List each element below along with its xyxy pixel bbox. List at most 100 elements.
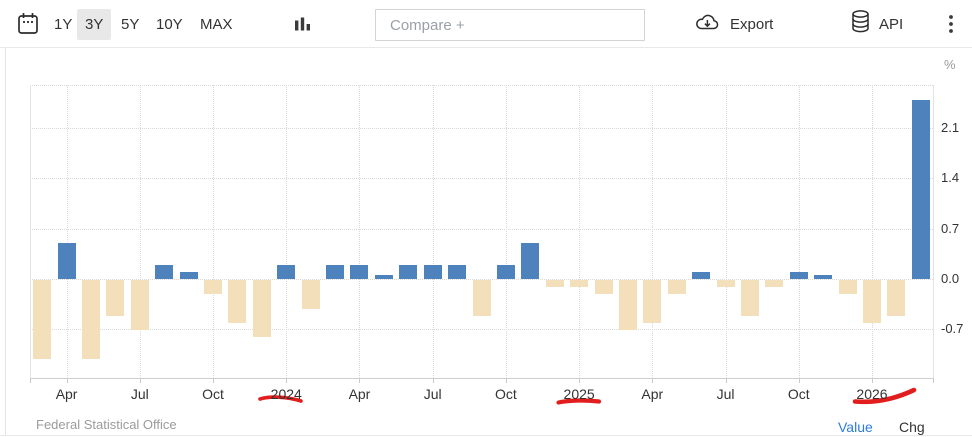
source-attribution: Federal Statistical Office	[36, 417, 177, 432]
v-gridline	[798, 85, 800, 378]
y-axis-tick-label: -0.7	[941, 321, 964, 337]
y-axis-unit-label: %	[944, 57, 956, 72]
x-axis-tick-label: Jul	[716, 386, 735, 402]
x-axis-tick	[579, 378, 581, 383]
data-bar[interactable]	[130, 280, 149, 331]
calendar-icon[interactable]	[17, 0, 39, 48]
chart-area: % Federal Statistical Office Value Chg 2…	[0, 48, 972, 437]
data-bar[interactable]	[496, 264, 515, 279]
range-button-5y[interactable]: 5Y	[113, 9, 147, 40]
x-axis-tick	[66, 378, 68, 383]
data-bar[interactable]	[301, 280, 320, 309]
data-bar[interactable]	[765, 280, 784, 288]
data-bar[interactable]	[618, 280, 637, 331]
panel-bottom-border	[0, 435, 972, 436]
y-axis-tick-label: 0.0	[941, 271, 960, 286]
data-bar[interactable]	[204, 280, 223, 295]
v-gridline	[505, 85, 507, 378]
api-button[interactable]: API	[850, 0, 903, 48]
data-bar[interactable]	[911, 99, 930, 279]
x-axis-tick-label: 2024	[270, 386, 302, 402]
data-bar[interactable]	[33, 280, 52, 359]
h-gridline	[30, 228, 933, 230]
kebab-menu-icon[interactable]	[948, 0, 954, 48]
data-bar[interactable]	[692, 271, 711, 279]
x-axis-tick-label: Oct	[787, 386, 810, 402]
x-axis-tick	[213, 378, 215, 383]
v-gridline	[432, 85, 434, 378]
data-bar[interactable]	[106, 280, 125, 316]
data-bar[interactable]	[399, 264, 418, 279]
data-bar[interactable]	[716, 280, 735, 288]
x-axis-tick	[139, 378, 141, 383]
h-gridline	[30, 279, 933, 280]
y-axis-line-left	[30, 85, 31, 378]
x-axis-tick-label: Jul	[130, 386, 149, 402]
v-gridline	[579, 85, 581, 378]
chg-link[interactable]: Chg	[899, 419, 925, 435]
data-bar[interactable]	[838, 280, 857, 295]
data-bar[interactable]	[423, 264, 442, 279]
data-bar[interactable]	[545, 280, 564, 288]
x-axis-tick	[652, 378, 654, 383]
data-bar[interactable]	[155, 264, 174, 279]
x-axis-tick	[871, 378, 873, 383]
x-axis-tick-label: Apr	[348, 386, 371, 402]
bar-chart-type-icon[interactable]	[294, 0, 311, 48]
h-gridline	[30, 329, 933, 331]
compare-input[interactable]	[375, 9, 645, 41]
api-label: API	[879, 15, 904, 33]
x-axis-tick	[30, 378, 31, 383]
x-axis-tick-label: Apr	[641, 386, 664, 402]
data-bar[interactable]	[82, 280, 100, 359]
data-bar[interactable]	[887, 280, 906, 316]
data-bar[interactable]	[228, 280, 247, 324]
v-gridline	[286, 85, 288, 378]
x-axis-tick	[286, 378, 288, 383]
range-button-max[interactable]: MAX	[192, 9, 241, 40]
x-axis-tick-label: Jul	[423, 386, 442, 402]
data-bar[interactable]	[862, 280, 881, 324]
data-bar[interactable]	[740, 280, 759, 316]
export-label: Export	[730, 15, 774, 33]
y-axis-tick-label: 2.1	[941, 120, 960, 136]
data-bar[interactable]	[57, 243, 76, 279]
data-bar[interactable]	[326, 264, 345, 279]
plot-top-gridline	[30, 85, 933, 86]
x-axis-tick	[505, 378, 507, 383]
y-axis-line-right	[933, 85, 934, 378]
h-gridline	[30, 178, 933, 180]
data-bar[interactable]	[570, 280, 589, 288]
value-link[interactable]: Value	[838, 419, 873, 435]
cloud-download-icon	[694, 11, 722, 38]
x-axis-tick	[798, 378, 800, 383]
v-gridline	[139, 85, 141, 378]
h-gridline	[30, 128, 933, 130]
range-button-3y[interactable]: 3Y	[77, 8, 112, 40]
x-axis-tick-label: Oct	[202, 386, 224, 402]
export-button[interactable]: Export	[694, 0, 773, 48]
data-bar[interactable]	[350, 264, 369, 279]
x-axis-tick	[359, 378, 361, 383]
data-bar[interactable]	[521, 243, 540, 279]
data-bar[interactable]	[252, 280, 271, 338]
data-bar[interactable]	[277, 264, 296, 279]
v-gridline	[652, 85, 654, 378]
data-bar[interactable]	[789, 271, 808, 279]
data-bar[interactable]	[594, 280, 613, 295]
range-button-10y[interactable]: 10Y	[148, 9, 191, 40]
x-axis-tick	[725, 378, 727, 383]
panel-left-border	[5, 48, 6, 436]
x-axis-tick-label: Apr	[55, 386, 78, 402]
data-bar[interactable]	[374, 275, 393, 279]
data-bar[interactable]	[179, 271, 198, 279]
chart-toolbar: 1Y 3Y 5Y 10Y MAX	[0, 0, 972, 48]
x-axis-tick-label: Oct	[495, 386, 517, 402]
data-bar[interactable]	[448, 264, 467, 279]
data-bar[interactable]	[643, 280, 662, 324]
data-bar[interactable]	[472, 280, 491, 316]
data-bar[interactable]	[667, 280, 686, 295]
range-button-1y[interactable]: 1Y	[46, 9, 80, 40]
data-bar[interactable]	[814, 275, 833, 279]
